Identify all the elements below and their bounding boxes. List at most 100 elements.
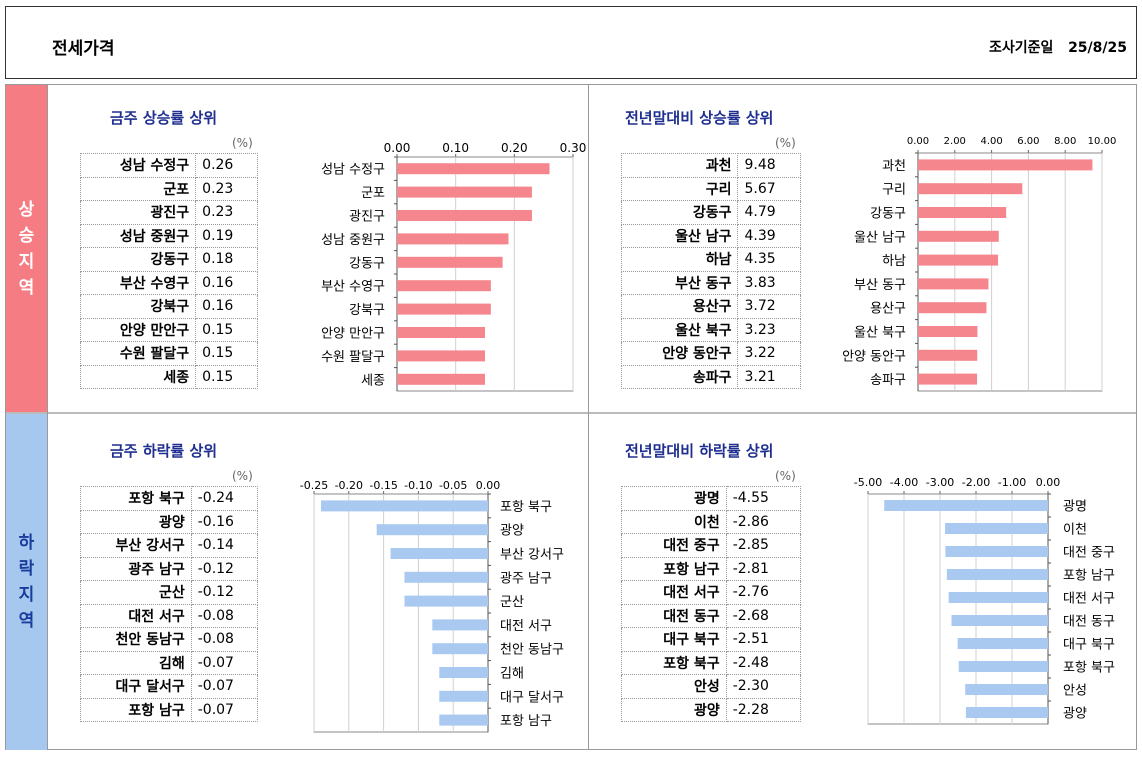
rate-value-cell: 3.72 [737,294,801,319]
rate-value-cell: 0.23 [195,200,258,225]
category-label: 광명 [1063,500,1087,515]
rate-value-cell: 9.48 [737,153,801,178]
category-label: 대전 동구 [1063,615,1115,630]
bar [397,350,485,362]
table-row: 대전 서구 -0.08 [80,603,259,628]
tick-label: -0.05 [439,479,467,492]
bar [965,684,1048,695]
section-divider [6,412,1136,414]
panel-ytd-fall: 전년말대비 하락률 상위 (%) 광명 -4.55 이천 -2.86 대전 중구 -2.8… [589,414,1136,749]
bar [397,303,491,315]
table-row: 천안 동남구 -0.08 [80,627,259,652]
region-name-cell: 부산 강서구 [80,533,192,558]
bar [958,661,1048,672]
section-label-fall-char: 락 [18,559,35,579]
region-name-cell: 강동구 [79,247,197,272]
tick-label: 0.30 [560,141,587,155]
panel-week-rise: 금주 상승률 상위 (%) 성남 수정구 0.26 군포 0.23 광진구 0.23 성남 … [48,85,588,412]
category-label: 대구 달서구 [500,690,564,705]
category-label: 안양 만안구 [321,327,385,342]
region-name-cell: 강북구 [79,294,197,319]
tick-label: -1.00 [998,476,1026,489]
bar [397,233,509,245]
rate-value-cell: 0.18 [195,247,258,272]
bar [918,326,978,337]
bar [432,643,488,655]
region-name-cell: 포항 북구 [621,650,727,675]
bar [918,183,1023,195]
rate-value-cell: -0.14 [190,533,259,558]
table-row: 광양 -0.16 [80,509,259,534]
category-label: 포항 남구 [500,714,552,729]
tick-label: 0.00 [907,136,929,147]
table-row: 세종 0.15 [79,364,258,389]
bar [439,714,488,726]
category-label: 이천 [1063,523,1087,538]
table-row: 부산 수영구 0.16 [79,270,258,295]
tick-label: -0.25 [300,479,328,492]
bar [884,500,1048,511]
survey-label: 조사기준일 [989,40,1054,56]
bar [918,373,978,385]
category-label: 대전 서구 [1063,592,1115,607]
rate-value-cell: -0.12 [190,580,259,605]
table-row: 강동구 0.18 [79,247,258,272]
table-row: 강동구 4.79 [620,200,801,225]
bar [918,254,999,266]
region-name-cell: 과천 [620,153,739,178]
tick-label: -0.15 [369,479,397,492]
bar [945,523,1048,534]
region-name-cell: 부산 동구 [620,270,739,295]
rate-value-cell: -2.86 [725,509,802,534]
rate-value-cell: 0.15 [195,364,258,389]
table-row: 구리 5.67 [620,176,801,201]
rate-value-cell: -0.07 [190,674,259,699]
tick-label: 10.00 [1088,136,1117,147]
tick-label: 6.00 [1017,136,1039,147]
table-row: 포항 남구 -0.07 [80,697,259,722]
panel-ytd-rise: 전년말대비 상승률 상위 (%) 과천 9.48 구리 5.67 강동구 4.79 울산 남… [589,85,1136,412]
bar [439,690,488,702]
category-label: 강동구 [349,256,385,271]
report-header: 전세가격 조사기준일 25/8/25 [5,6,1137,79]
category-label: 하남 [882,254,906,269]
table-row: 울산 북구 3.23 [620,317,801,342]
category-label: 광양 [500,524,524,539]
region-name-cell: 용산구 [620,294,739,319]
tick-label: 2.00 [944,136,966,147]
tick-label: -0.10 [404,479,432,492]
region-name-cell: 포항 남구 [80,697,192,722]
region-name-cell: 수원 팔달구 [79,341,197,366]
category-label: 대구 북구 [1063,638,1115,653]
rate-value-cell: -0.16 [190,509,259,534]
survey-date-label: 조사기준일 25/8/25 [989,37,1127,57]
table-row: 안양 동안구 3.22 [620,341,801,366]
table-row: 광주 남구 -0.12 [80,556,259,581]
section-label-rise-char: 승 [18,225,35,246]
region-name-cell: 하남 [620,247,739,272]
tick-label: 4.00 [980,136,1002,147]
table-row: 대전 중구 -2.85 [621,533,802,558]
unit-label: (%) [775,136,796,150]
section-label-rise-char: 지 [18,251,35,272]
tick-label: -4.00 [890,476,918,489]
tick-label: 0.00 [1036,476,1061,489]
category-label: 광진구 [349,210,385,225]
table-row: 송파구 3.21 [620,364,801,389]
bar [390,548,488,559]
rate-value-cell: -0.08 [190,603,259,628]
region-name-cell: 광진구 [79,200,197,225]
survey-date: 25/8/25 [1068,40,1127,56]
rate-value-cell: 0.16 [195,294,258,319]
category-label: 광양 [1063,707,1087,722]
rate-value-cell: -2.68 [725,603,802,628]
bar [951,615,1048,626]
table-row: 광명 -4.55 [621,486,802,511]
region-name-cell: 대구 달서구 [80,674,192,699]
bar [397,280,491,292]
page-title: 전세가격 [52,39,115,59]
rate-value-cell: -0.07 [190,650,259,675]
unit-label: (%) [232,469,253,483]
